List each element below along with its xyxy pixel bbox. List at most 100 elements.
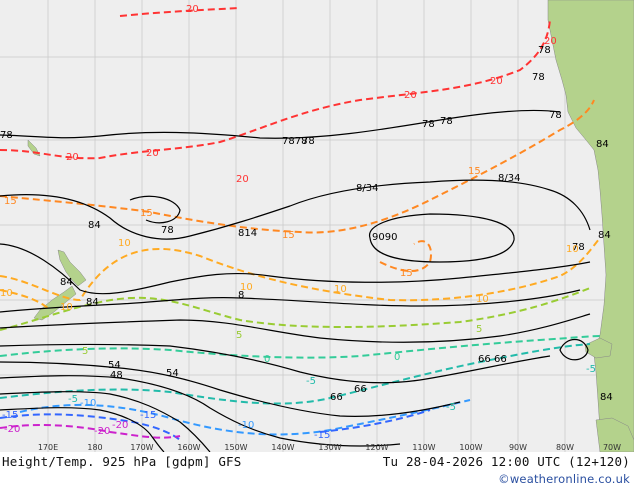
temp-label: 5 xyxy=(236,330,242,341)
temp-label: -20 xyxy=(4,424,20,435)
new-zealand-north-island xyxy=(57,249,87,287)
height-contour-66 xyxy=(0,343,551,384)
temp-contour-10 xyxy=(0,237,601,302)
height-label: 8/34 xyxy=(356,183,378,194)
temp-label: 0 xyxy=(264,354,270,365)
height-label: 78 xyxy=(0,130,13,141)
temp-label: 15 xyxy=(282,230,295,241)
temp-contour-minus15 xyxy=(0,409,431,441)
temp-label: 10 xyxy=(60,302,73,313)
height-contour-78-north xyxy=(0,109,561,139)
temp-label: -5 xyxy=(446,402,456,413)
height-label: 78 xyxy=(549,110,562,121)
height-label: 814 xyxy=(238,228,257,239)
temp-label: -15 xyxy=(140,410,156,421)
temp-label: 5 xyxy=(476,324,482,335)
lon-label-110w: 110W xyxy=(412,443,435,452)
height-label: 48 xyxy=(110,370,123,381)
temp-label: 15 xyxy=(4,196,17,207)
temp-contour-15-loop xyxy=(379,240,432,272)
temp-label: -5 xyxy=(68,394,78,405)
map-canvas: 170E 180 170W 160W 150W 140W 130W 120W 1… xyxy=(0,0,634,452)
temp-label: 20 xyxy=(544,36,557,47)
temp-label: 15 xyxy=(400,268,413,279)
height-label: 54 xyxy=(108,360,121,371)
temp-label: 10 xyxy=(334,284,347,295)
temp-label: -5 xyxy=(586,364,596,375)
temp-contour-15 xyxy=(0,99,595,234)
temp-label: 15 xyxy=(468,166,481,177)
temp-label: -10 xyxy=(238,420,254,431)
temp-contour-minus10 xyxy=(19,399,471,436)
lon-label-120w: 120W xyxy=(365,443,388,452)
height-label: 66 xyxy=(494,354,507,365)
antarctic-coast xyxy=(595,417,634,452)
height-contours xyxy=(0,109,591,452)
height-contour-54 xyxy=(0,375,401,447)
height-label: 84 xyxy=(88,220,101,231)
height-label: 8/34 xyxy=(498,173,520,184)
height-label: 66 xyxy=(330,392,343,403)
temp-label: -15 xyxy=(2,410,18,421)
site-credit-link[interactable]: ©weatheronline.co.uk xyxy=(498,472,630,486)
height-label: 66 xyxy=(354,384,367,395)
temp-contour-20-north xyxy=(0,19,551,160)
height-label: 84 xyxy=(598,230,611,241)
height-contour-78-mid xyxy=(0,289,581,313)
temp-label: 20 xyxy=(146,148,159,159)
height-contour-84-loop-west xyxy=(129,195,181,224)
lon-label-80w: 80W xyxy=(556,443,574,452)
height-label: 78 xyxy=(538,45,551,56)
temp-label: 20 xyxy=(66,152,79,163)
temp-label: -20 xyxy=(112,420,128,431)
height-contour-42 xyxy=(0,407,165,452)
temp-label: -15 xyxy=(314,430,330,441)
valid-time: Tu 28-04-2026 12:00 UTC (12+120) xyxy=(382,454,630,469)
temp-label: 0 xyxy=(394,352,400,363)
temp-contour-0 xyxy=(0,335,601,359)
temp-label: -20 xyxy=(94,426,110,437)
height-contour-84-south xyxy=(0,243,591,295)
longitude-labels: 170E 180 170W 160W 150W 140W 130W 120W 1… xyxy=(38,443,621,452)
temp-label: 20 xyxy=(404,90,417,101)
graticule xyxy=(0,0,634,452)
temp-label: -5 xyxy=(306,376,316,387)
temp-labels: 20 20 20 20 20 20 20 15 15 15 15 15 10 1… xyxy=(0,4,596,441)
height-labels: 78 7878 78 78 78 78 84 78 84 84 8 814 8/… xyxy=(0,45,613,403)
temp-label: 10 xyxy=(0,288,13,299)
temp-label: 10 xyxy=(118,238,131,249)
height-contour-72 xyxy=(0,313,591,343)
temp-label: -10 xyxy=(80,398,96,409)
lon-label-180: 180 xyxy=(87,443,102,452)
height-contour-48 xyxy=(0,391,211,452)
map-title: Height/Temp. 925 hPa [gdpm] GFS xyxy=(2,454,242,469)
height-label: 84 xyxy=(600,392,613,403)
height-label: 78 xyxy=(161,225,174,236)
temp-label: 20 xyxy=(236,174,249,185)
height-label: 84 xyxy=(596,139,609,150)
map-footer: Height/Temp. 925 hPa [gdpm] GFS Tu 28-04… xyxy=(0,452,634,490)
lon-label-70w: 70W xyxy=(603,443,621,452)
height-label: 8 xyxy=(238,290,244,301)
height-label: 78 xyxy=(440,116,453,127)
height-label: 66 xyxy=(478,354,491,365)
height-contour-low-lows xyxy=(559,338,589,361)
lon-label-130w: 130W xyxy=(318,443,341,452)
lon-label-150w: 150W xyxy=(224,443,247,452)
height-label: 9090 xyxy=(372,232,397,243)
height-label: 84 xyxy=(60,277,73,288)
temp-label: 20 xyxy=(186,4,199,15)
temp-label: 15 xyxy=(140,208,153,219)
height-label: 78 xyxy=(572,242,585,253)
height-contour-90 xyxy=(369,213,515,263)
height-label: 78 xyxy=(302,136,315,147)
height-label: 54 xyxy=(166,368,179,379)
height-label: 7878 xyxy=(282,136,307,147)
lon-label-90w: 90W xyxy=(509,443,527,452)
temp-label: 10 xyxy=(240,282,253,293)
temp-contour-minus5 xyxy=(0,343,591,405)
lon-label-170w: 170W xyxy=(130,443,153,452)
temp-contour-minus20 xyxy=(0,424,181,439)
height-contour-60 xyxy=(0,361,461,417)
weather-map: 170E 180 170W 160W 150W 140W 130W 120W 1… xyxy=(0,0,634,452)
